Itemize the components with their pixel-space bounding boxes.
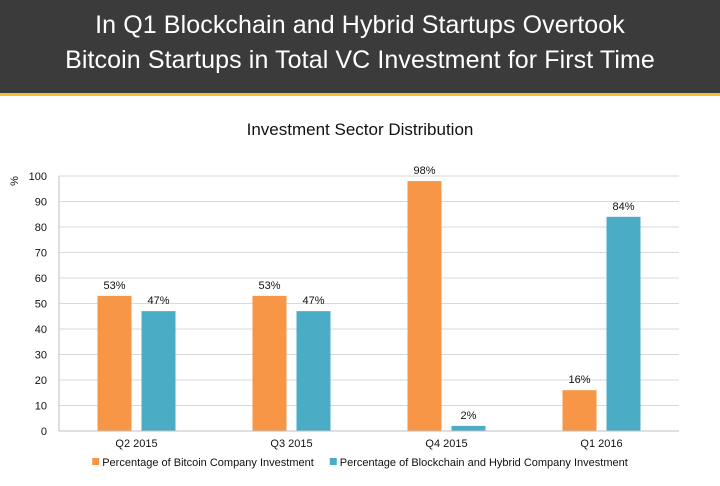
bar-blockchain-hybrid: [451, 425, 486, 431]
bar-bitcoin: [562, 390, 597, 431]
legend-label: Percentage of Blockchain and Hybrid Comp…: [340, 457, 628, 469]
bar-blockchain-hybrid: [141, 311, 176, 431]
y-tick-label: 80: [35, 222, 47, 234]
legend-swatch: [92, 458, 100, 465]
legend-label: Percentage of Bitcoin Company Investment: [102, 457, 314, 469]
legend-item: Percentage of Bitcoin Company Investment: [92, 457, 314, 469]
x-category-label: Q3 2015: [270, 438, 312, 450]
y-tick-label: 60: [35, 273, 47, 285]
y-tick-label: 70: [35, 248, 47, 260]
bar-blockchain-hybrid: [296, 311, 331, 431]
bar-blockchain-hybrid: [606, 216, 641, 431]
bar-bitcoin: [252, 295, 287, 431]
y-tick-label: 90: [35, 197, 47, 209]
header-accent-line: [0, 93, 720, 96]
data-label: 16%: [568, 374, 590, 386]
data-label: 98%: [413, 165, 435, 177]
legend: Percentage of Bitcoin Company Investment…: [92, 457, 628, 469]
bars: [97, 181, 641, 431]
header-title-line-2: Bitcoin Startups in Total VC Investment …: [65, 46, 655, 74]
legend-swatch: [329, 458, 337, 465]
header-title-line-1: In Q1 Blockchain and Hybrid Startups Ove…: [95, 11, 625, 39]
chart-title: Investment Sector Distribution: [246, 120, 474, 139]
bar-bitcoin: [97, 295, 132, 431]
data-label: 47%: [302, 295, 324, 307]
y-tick-label: 10: [35, 401, 47, 413]
axes: 0 10 20 30 40 50 60 70 80 90 100% Q2 2015 Q3 2015 Q4 …: [9, 171, 679, 450]
y-tick-label: 100: [29, 171, 47, 183]
y-tick-label: 50: [35, 299, 47, 311]
x-category-label: Q2 2015: [115, 438, 157, 450]
data-labels: 53% 47% 53% 47% 98% 2% 16% 84%: [103, 165, 634, 422]
data-label: 84%: [612, 201, 634, 213]
bar-bitcoin: [407, 181, 442, 431]
y-tick-label: 0: [41, 426, 47, 438]
header-banner: In Q1 Blockchain and Hybrid Startups Ove…: [0, 0, 720, 93]
y-tick-label: 40: [35, 324, 47, 336]
legend-item: Percentage of Blockchain and Hybrid Comp…: [329, 457, 628, 469]
x-category-label: Q1 2016: [580, 438, 622, 450]
y-axis-label: %: [9, 176, 21, 186]
data-label: 53%: [258, 280, 280, 292]
y-tick-label: 20: [35, 375, 47, 387]
x-category-label: Q4 2015: [425, 438, 467, 450]
data-label: 53%: [103, 280, 125, 292]
data-label: 47%: [147, 295, 169, 307]
data-label: 2%: [461, 410, 477, 422]
y-tick-label: 30: [35, 350, 47, 362]
